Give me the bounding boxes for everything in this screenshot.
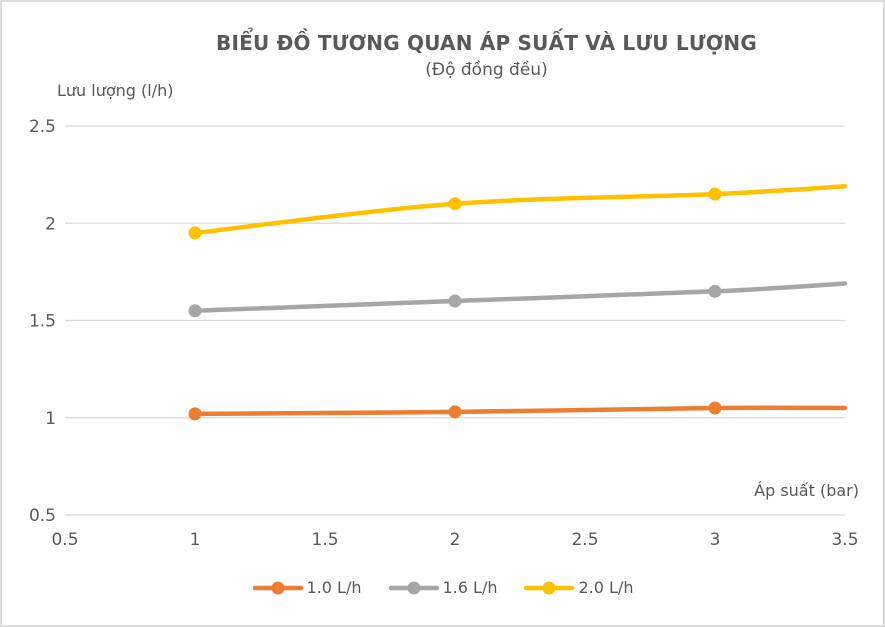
x-tick-label: 2.5 (571, 530, 598, 550)
legend-swatch-line-dot-icon (252, 581, 303, 594)
chart-title: BIỂU ĐỒ TƯƠNG QUAN ÁP SUẤT VÀ LƯU LƯỢNG (216, 31, 757, 55)
legend-label: 2.0 L/h (578, 578, 634, 597)
series-marker (708, 187, 722, 201)
series-marker (188, 226, 202, 240)
y-tick-label: 2 (45, 214, 56, 234)
y-tick-label: 1 (45, 409, 56, 429)
legend-item-1-0-lh: 1.0 L/h (252, 578, 362, 597)
series-marker (708, 401, 722, 415)
legend-label: 1.0 L/h (306, 578, 362, 597)
y-tick-label: 0.5 (29, 506, 56, 526)
y-axis-title: Lưu lượng (l/h) (57, 81, 174, 100)
x-tick-label: 3 (710, 530, 721, 550)
series-marker (448, 294, 462, 308)
legend-label: 1.6 L/h (442, 578, 498, 597)
series-marker (448, 405, 462, 419)
series-marker (188, 304, 202, 318)
y-tick-label: 1.5 (29, 312, 56, 332)
series-line-2-0- (192, 184, 848, 236)
x-tick-label: 3.5 (831, 530, 858, 550)
x-axis-title: Áp suất (bar) (754, 481, 859, 500)
chart-subtitle: (Độ đồng đều) (425, 60, 548, 80)
y-tick-label: 2.5 (29, 117, 56, 137)
x-tick-label: 1 (190, 530, 201, 550)
series-marker (448, 197, 462, 211)
legend-item-2-0-lh: 2.0 L/h (523, 578, 633, 597)
legend-item-1-6-lh: 1.6 L/h (388, 578, 498, 597)
legend: 1.0 L/h 1.6 L/h 2.0 L/h (2, 578, 883, 597)
x-tick-label: 1.5 (311, 530, 338, 550)
series-line-1-0- (192, 405, 848, 417)
series-line-1-6- (192, 281, 848, 314)
x-tick-label: 2 (450, 530, 461, 550)
legend-swatch-line-dot-icon (388, 581, 439, 594)
legend-swatch-line-dot-icon (524, 581, 575, 594)
series-marker (708, 284, 722, 298)
series-marker (188, 407, 202, 421)
x-tick-label: 0.5 (51, 530, 78, 550)
